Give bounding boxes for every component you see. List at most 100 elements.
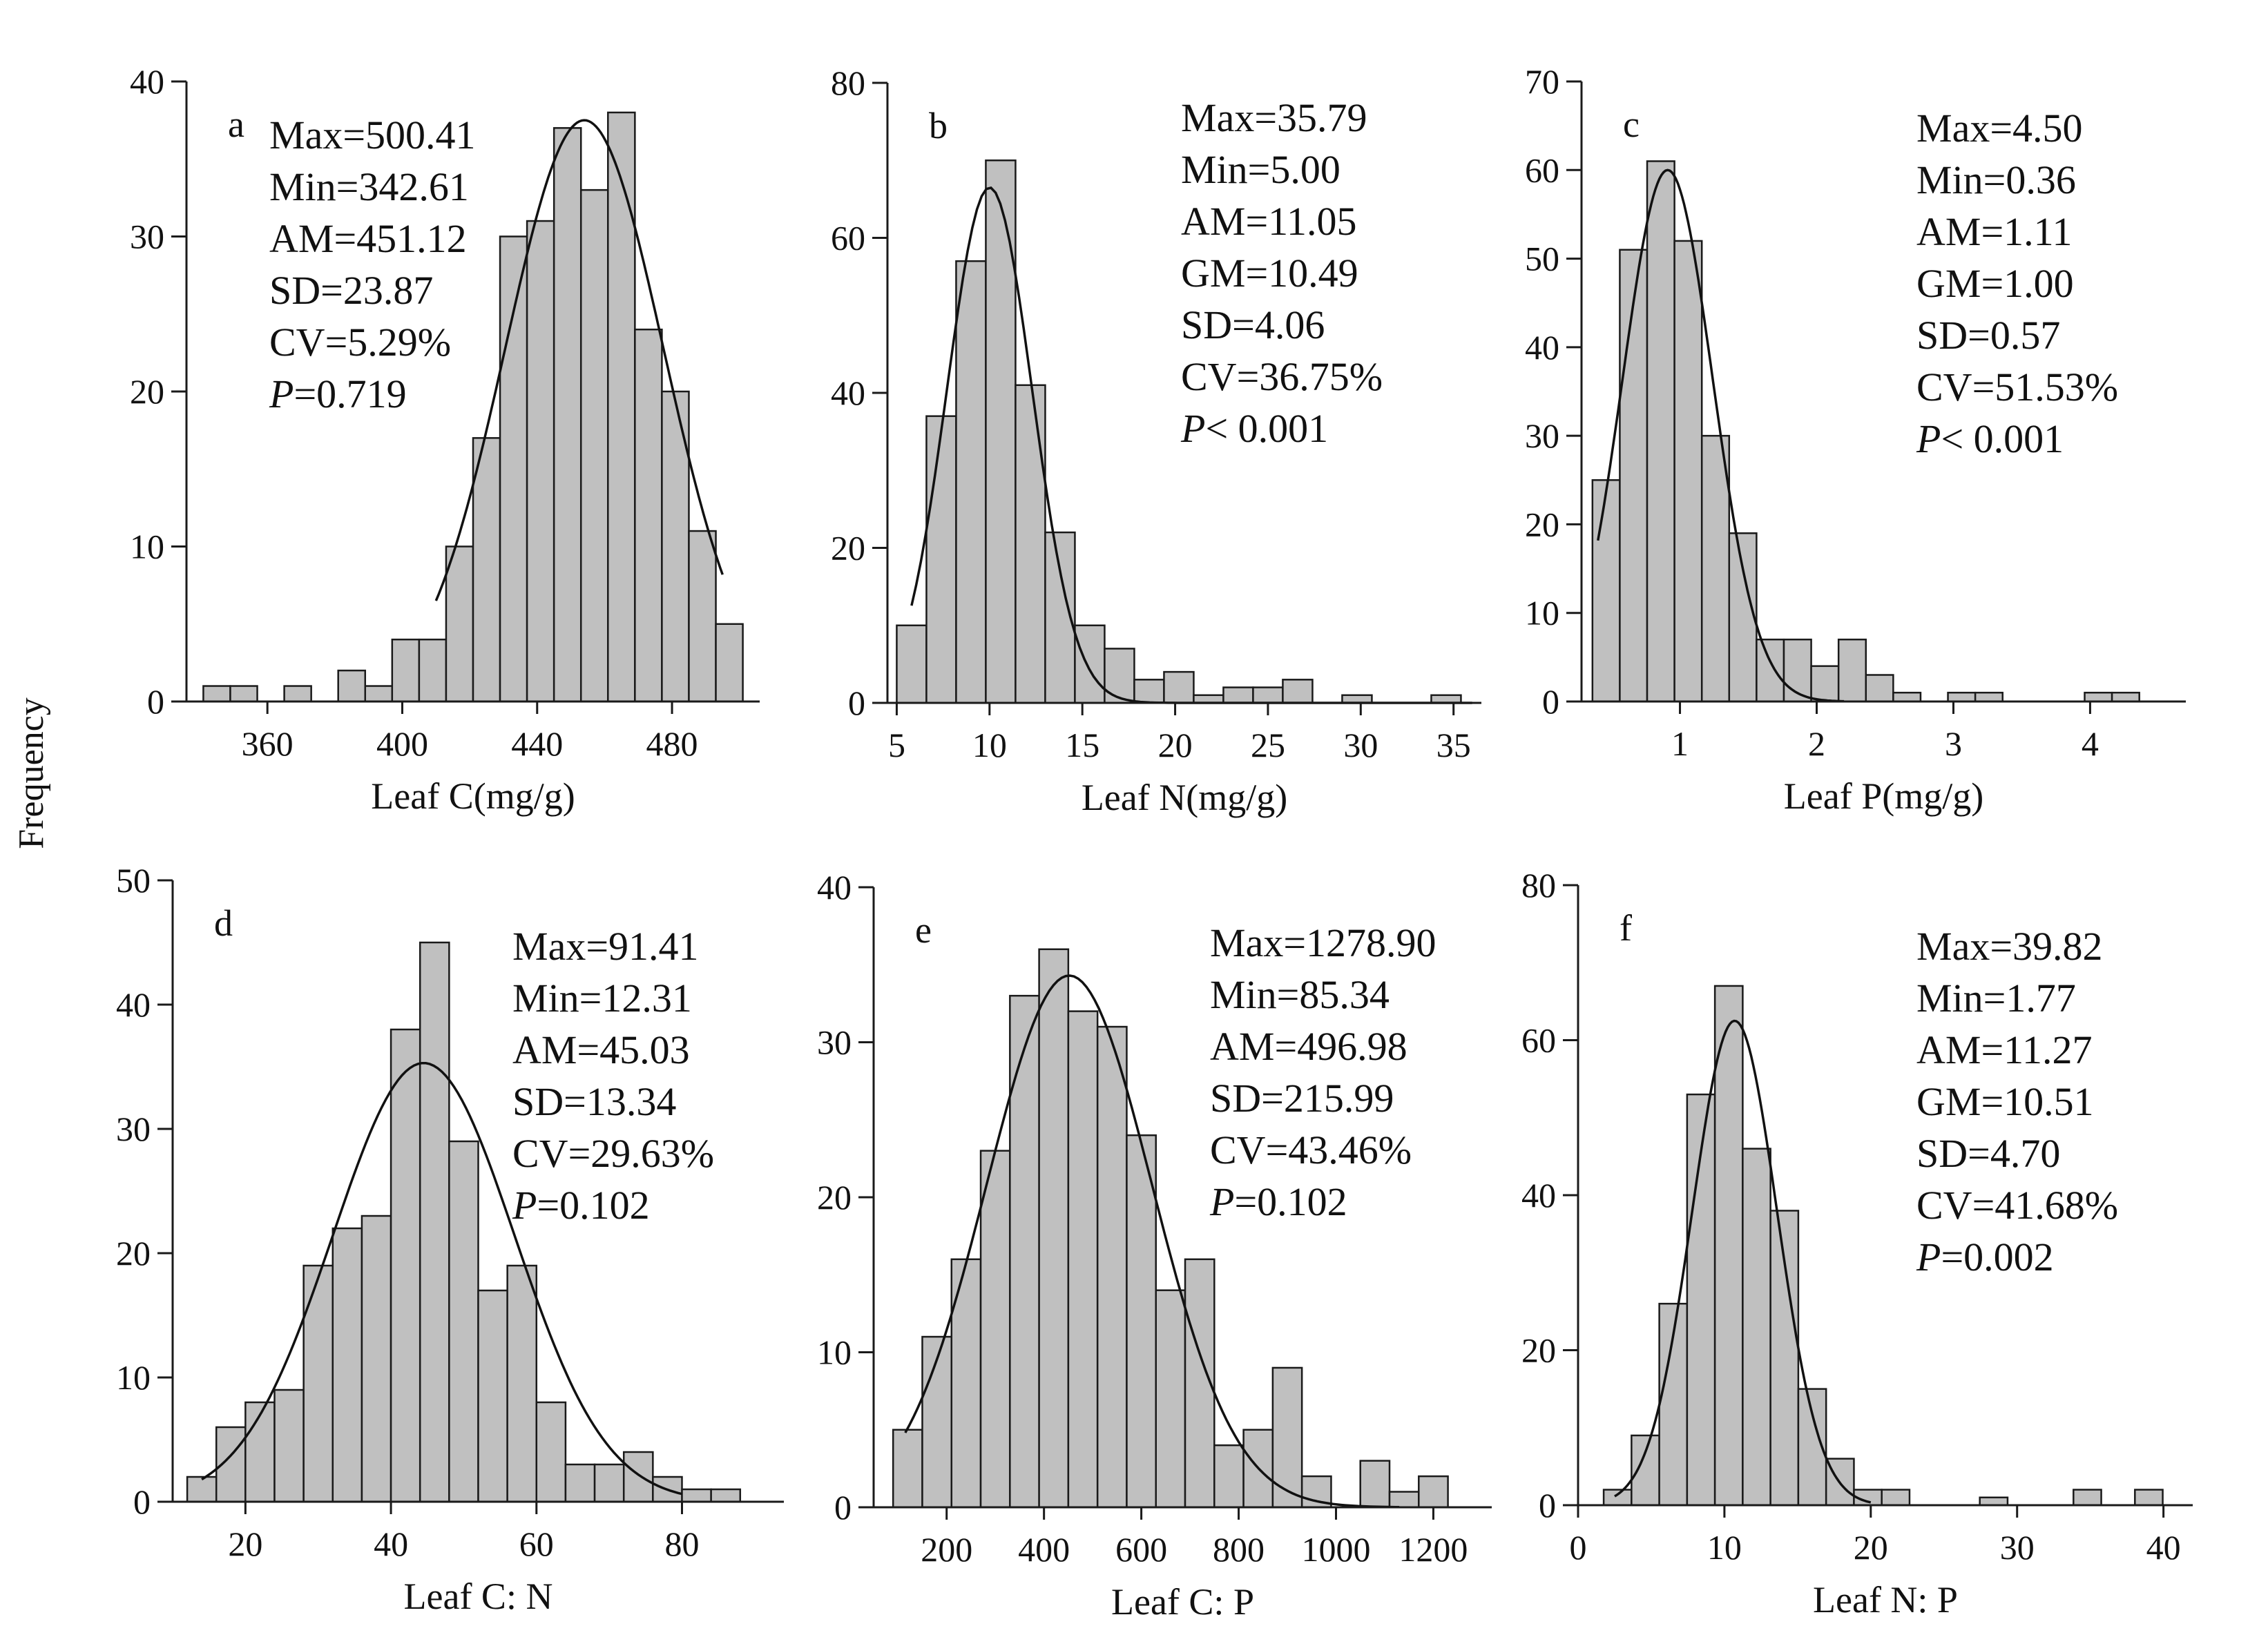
bar-c-4	[1700, 434, 1731, 703]
panel-b: 0 20 40 60 80 5 10 15 20 25 30 35 Leaf N(mg/g) b Max=3…	[831, 64, 1481, 818]
fit-curve-a	[434, 119, 724, 601]
y-tick-label-c-1: 10	[1525, 594, 1559, 632]
bar-c-8	[1810, 665, 1840, 703]
global-y-axis-label: Frequency	[12, 697, 51, 849]
stat-a-2: AM=451.12	[269, 216, 467, 261]
bar-c-2	[1646, 160, 1675, 703]
y-tick-label-e-2: 20	[817, 1178, 852, 1217]
bar-c-9	[1837, 638, 1867, 703]
bar-f-1	[1631, 1434, 1660, 1507]
stat-e-5: P=0.102	[1209, 1179, 1347, 1224]
bar-b-4	[1015, 384, 1046, 704]
y-tick-label-d-5: 50	[116, 861, 151, 900]
bar-f-10	[1881, 1489, 1911, 1507]
x-tick-label-a-1: 400	[376, 724, 428, 763]
x-tick-label-e-4: 1000	[1301, 1530, 1370, 1569]
bar-c-13	[1974, 691, 2003, 703]
bar-e-7	[1096, 1025, 1128, 1509]
y-tick-label-d-3: 30	[116, 1110, 151, 1148]
bar-b-9	[1163, 670, 1195, 704]
y-tick-label-a-1: 10	[130, 528, 164, 566]
stat-b-2: AM=11.05	[1181, 199, 1357, 244]
bar-d-7	[390, 1028, 421, 1503]
stat-e-4: CV=43.46%	[1210, 1128, 1412, 1172]
bar-a-13	[607, 111, 636, 703]
y-tick-label-b-1: 20	[831, 529, 865, 568]
bar-c-15	[2111, 691, 2140, 703]
stat-d-4: CV=29.63%	[512, 1131, 714, 1176]
y-tick-label-f-3: 60	[1521, 1021, 1556, 1060]
bar-e-8	[1126, 1134, 1157, 1509]
x-tick-label-e-1: 400	[1018, 1530, 1070, 1569]
stat-a-3: SD=23.87	[269, 268, 433, 313]
bar-a-2	[283, 685, 312, 703]
x-tick-label-c-0: 1	[1671, 724, 1689, 763]
stat-e-2: AM=496.98	[1210, 1024, 1407, 1069]
bar-c-10	[1865, 674, 1894, 703]
bar-c-1	[1619, 249, 1649, 703]
y-tick-label-b-0: 0	[848, 684, 865, 722]
bar-d-14	[593, 1463, 625, 1503]
x-tick-label-d-1: 40	[374, 1525, 408, 1563]
bar-e-3	[979, 1150, 1011, 1509]
bar-a-16	[688, 530, 717, 703]
stat-f-0: Max=39.82	[1916, 924, 2103, 969]
y-tick-label-c-3: 30	[1525, 416, 1559, 455]
fit-curve-d	[201, 1061, 682, 1496]
y-tick-label-a-3: 30	[130, 217, 164, 256]
bar-d-15	[622, 1451, 654, 1503]
panel-letter-f: f	[1620, 907, 1632, 949]
x-tick-label-e-0: 200	[921, 1530, 972, 1569]
x-axis-title-e: Leaf C: P	[1111, 1581, 1254, 1623]
panel-d: 0 10 20 30 40 50 20 40 60 80 Leaf C: N d Max=91.41 Mi…	[116, 861, 784, 1617]
y-tick-label-c-5: 50	[1525, 240, 1559, 278]
bar-a-17	[715, 623, 744, 703]
y-tick-label-d-4: 40	[116, 985, 151, 1024]
bar-a-7	[445, 545, 474, 703]
x-tick-label-d-2: 60	[519, 1525, 554, 1563]
stat-f-3: GM=10.51	[1916, 1079, 2094, 1124]
bar-b-7	[1104, 648, 1135, 704]
x-axis-title-f: Leaf N: P	[1813, 1579, 1958, 1621]
stat-a-4: CV=5.29%	[269, 320, 451, 365]
stat-e-3: SD=215.99	[1210, 1076, 1394, 1121]
x-tick-label-a-2: 440	[511, 724, 563, 763]
y-tick-label-a-2: 20	[130, 372, 164, 411]
y-tick-label-d-1: 10	[116, 1358, 151, 1397]
bar-f-11	[1979, 1496, 2009, 1507]
bar-d-9	[448, 1140, 479, 1503]
bar-e-17	[1418, 1475, 1449, 1509]
bar-b-12	[1252, 686, 1284, 704]
bar-b-11	[1222, 686, 1254, 704]
stat-c-1: Min=0.36	[1916, 157, 2076, 202]
bar-a-8	[472, 437, 501, 703]
bar-e-4	[1009, 994, 1040, 1509]
bar-f-12	[2073, 1489, 2102, 1507]
y-tick-label-c-4: 40	[1525, 328, 1559, 367]
x-tick-label-a-3: 480	[646, 724, 698, 763]
panel-letter-d: d	[214, 902, 233, 944]
bar-e-13	[1271, 1366, 1303, 1509]
x-axis-title-d: Leaf C: N	[404, 1576, 553, 1617]
bar-d-5	[331, 1227, 363, 1503]
bar-f-13	[2134, 1489, 2164, 1507]
bar-d-2	[244, 1401, 276, 1503]
x-tick-label-d-0: 20	[228, 1525, 262, 1563]
stat-e-1: Min=85.34	[1210, 972, 1390, 1017]
stat-d-0: Max=91.41	[512, 924, 699, 969]
y-tick-label-c-2: 20	[1525, 505, 1559, 543]
x-tick-label-b-4: 25	[1251, 726, 1285, 764]
y-tick-label-d-2: 20	[116, 1234, 151, 1273]
stat-f-5: CV=41.68%	[1916, 1183, 2118, 1228]
x-tick-label-a-0: 360	[242, 724, 294, 763]
y-tick-label-f-0: 0	[1539, 1486, 1556, 1525]
bar-b-6	[1074, 624, 1106, 704]
bar-d-10	[477, 1289, 508, 1503]
bar-d-6	[361, 1215, 392, 1503]
panel-letter-b: b	[929, 105, 948, 146]
y-tick-label-e-4: 40	[817, 868, 852, 907]
y-tick-label-f-4: 80	[1521, 866, 1556, 904]
fit-curve-f	[1614, 1019, 1872, 1504]
x-tick-label-b-2: 15	[1065, 726, 1099, 764]
